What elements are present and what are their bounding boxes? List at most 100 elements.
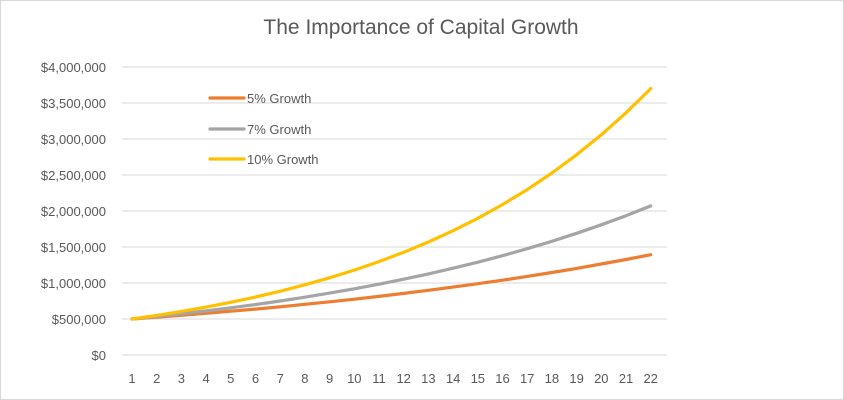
data-point	[254, 303, 257, 306]
data-point	[402, 278, 405, 281]
x-tick-label: 14	[446, 371, 460, 386]
x-tick-label: 17	[520, 371, 534, 386]
data-point	[377, 260, 381, 263]
series-lines	[130, 86, 653, 321]
data-point	[550, 171, 554, 175]
data-point	[501, 203, 504, 206]
chart-title: The Importance of Capital Growth	[263, 16, 578, 39]
data-point	[328, 300, 331, 303]
legend-label: 7% Growth	[247, 122, 311, 137]
data-point	[600, 223, 603, 226]
data-point	[451, 285, 455, 289]
data-point	[402, 292, 405, 295]
data-point	[476, 282, 479, 285]
data-point	[550, 240, 554, 243]
legend-label: 5% Growth	[247, 91, 311, 106]
data-point	[279, 290, 282, 293]
x-tick-label: 12	[396, 371, 410, 386]
data-point	[377, 295, 381, 298]
y-tick-label: $2,500,000	[41, 168, 106, 183]
data-point	[600, 262, 603, 266]
x-tick-label: 9	[326, 371, 333, 386]
data-point	[501, 254, 504, 257]
y-tick-label: $2,000,000	[41, 204, 106, 219]
data-point	[303, 296, 307, 299]
data-point	[229, 310, 232, 313]
x-tick-label: 10	[347, 371, 361, 386]
x-tick-label: 3	[178, 371, 185, 386]
data-point	[279, 299, 282, 303]
data-point	[649, 253, 652, 256]
data-point	[254, 295, 257, 299]
data-point	[254, 307, 257, 311]
data-point	[279, 305, 282, 308]
legend-label: 10% Growth	[247, 152, 319, 167]
x-tick-label: 4	[202, 371, 209, 386]
x-tick-label: 2	[153, 371, 160, 386]
series-line-3	[130, 86, 653, 321]
data-point	[180, 312, 183, 315]
data-point	[624, 111, 628, 115]
data-point	[427, 289, 430, 292]
x-tick-label: 6	[252, 371, 259, 386]
data-point	[624, 258, 628, 261]
data-point	[476, 261, 479, 264]
data-point	[229, 306, 232, 309]
y-tick-label: $0	[92, 348, 106, 363]
data-point	[377, 283, 381, 286]
x-tick-label: 8	[301, 371, 308, 386]
x-axis-tick-labels: 1 2 3 4 5 6 7 8 9 10 11 12 13 14 15 16 17 18 19 20 21 22	[128, 371, 658, 386]
data-point	[130, 317, 134, 321]
data-point	[526, 188, 529, 191]
x-tick-label: 22	[643, 371, 657, 386]
data-point	[427, 272, 430, 276]
data-point	[600, 133, 603, 136]
data-point	[204, 305, 208, 309]
x-tick-label: 5	[227, 371, 234, 386]
x-tick-label: 7	[277, 371, 284, 386]
data-point	[649, 87, 652, 90]
data-point	[427, 240, 430, 244]
data-point	[649, 204, 652, 208]
y-axis-tick-labels: $0 $500,000 $1,000,000 $1,500,000 $2,000,000…	[41, 60, 106, 363]
y-tick-label: $1,000,000	[41, 276, 106, 291]
data-point	[303, 283, 307, 286]
data-point	[575, 267, 578, 270]
x-tick-label: 18	[545, 371, 559, 386]
data-point	[303, 303, 307, 306]
data-point	[451, 229, 455, 232]
legend: 5% Growth 7% Growth 10% Growth	[208, 91, 319, 167]
data-point	[451, 267, 455, 270]
x-tick-label: 11	[372, 371, 386, 386]
data-point	[328, 291, 331, 295]
data-point	[476, 217, 479, 220]
x-tick-label: 13	[421, 371, 435, 386]
data-point	[204, 309, 208, 313]
data-point	[550, 271, 554, 274]
y-tick-label: $4,000,000	[41, 60, 106, 75]
data-point	[526, 275, 529, 278]
x-tick-label: 16	[495, 371, 509, 386]
y-tick-label: $1,500,000	[41, 240, 106, 255]
data-point	[501, 279, 504, 282]
data-point	[353, 287, 356, 290]
gridlines	[122, 66, 667, 356]
data-point	[328, 276, 331, 279]
y-tick-label: $3,000,000	[41, 132, 106, 147]
y-tick-label: $3,500,000	[41, 96, 106, 111]
series-line-1	[130, 253, 653, 321]
x-tick-label: 1	[128, 371, 135, 386]
y-tick-label: $500,000	[52, 312, 106, 327]
data-point	[575, 232, 578, 235]
data-point	[624, 214, 628, 217]
x-tick-label: 20	[594, 371, 608, 386]
x-tick-label: 21	[619, 371, 633, 386]
data-point	[526, 247, 529, 250]
data-point	[402, 251, 405, 254]
data-point	[155, 314, 158, 317]
data-point	[229, 301, 232, 304]
data-point	[204, 312, 208, 315]
series-line-2	[130, 204, 653, 321]
